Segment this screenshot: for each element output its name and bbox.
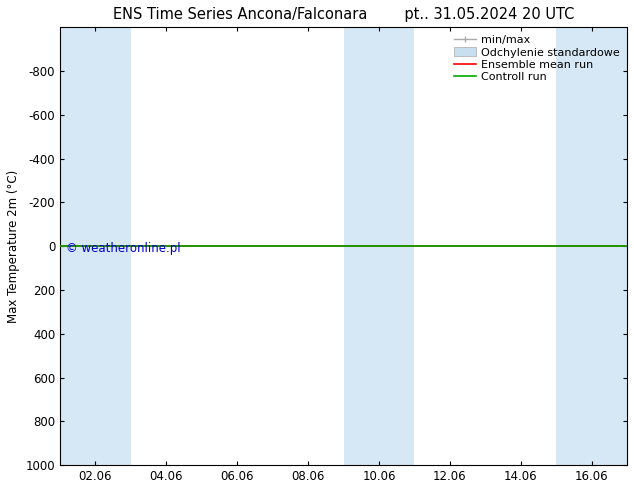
Y-axis label: Max Temperature 2m (°C): Max Temperature 2m (°C): [7, 170, 20, 323]
Bar: [344, 27, 415, 465]
Legend: min/max, Odchylenie standardowe, Ensemble mean run, Controll run: min/max, Odchylenie standardowe, Ensembl…: [451, 33, 621, 84]
Title: ENS Time Series Ancona/Falconara        pt.. 31.05.2024 20 UTC: ENS Time Series Ancona/Falconara pt.. 31…: [113, 7, 574, 22]
Bar: [60, 27, 131, 465]
Text: © weatheronline.pl: © weatheronline.pl: [66, 242, 180, 255]
Bar: [556, 27, 627, 465]
